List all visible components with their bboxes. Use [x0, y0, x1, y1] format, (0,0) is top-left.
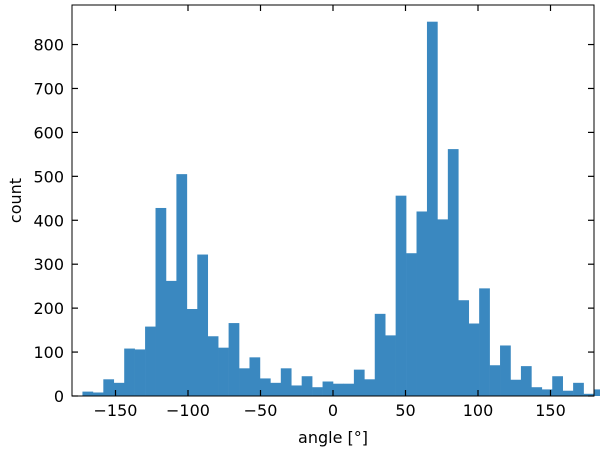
y-axis-label: count — [6, 178, 25, 223]
histogram-bar — [165, 280, 177, 396]
y-tick-label: 200 — [33, 299, 64, 318]
histogram-bar — [176, 174, 188, 396]
ticks-group: −150 −100 −50 0 50 100 150 0 100 200 300 400 500 600 7… — [33, 5, 594, 420]
x-tick-label: −50 — [244, 401, 278, 420]
histogram-bar — [134, 349, 146, 396]
histogram-bar — [562, 390, 574, 396]
y-tick-label: 700 — [33, 79, 64, 98]
y-tick-label: 600 — [33, 123, 64, 142]
histogram-bar — [197, 254, 209, 396]
histogram-bar — [374, 313, 386, 396]
y-tick-label: 100 — [33, 343, 64, 362]
histogram-bar — [333, 383, 344, 396]
histogram-bar — [594, 389, 600, 396]
x-tick-label: 100 — [463, 401, 494, 420]
x-tick-label: 50 — [395, 401, 415, 420]
histogram-bar — [583, 393, 595, 396]
histogram-bar — [552, 376, 563, 396]
histogram-bar — [468, 323, 480, 396]
histogram-bar — [416, 211, 428, 396]
histogram-bar — [259, 378, 271, 396]
histogram-bar — [426, 21, 438, 396]
y-tick-label: 300 — [33, 255, 64, 274]
histogram-bar — [406, 253, 417, 396]
y-tick-label: 400 — [33, 211, 64, 230]
histogram-bar — [458, 300, 470, 396]
histogram-bar — [322, 381, 334, 396]
histogram-bar — [489, 365, 501, 396]
histogram-bar — [186, 309, 198, 396]
histogram-bar — [82, 391, 94, 396]
x-tick-label: 0 — [328, 401, 338, 420]
histogram-bar — [520, 366, 532, 396]
histogram-bar — [270, 382, 282, 396]
histogram-bar — [207, 336, 219, 396]
histogram-bar — [531, 387, 543, 396]
histogram-bar — [353, 369, 365, 396]
y-tick-label: 800 — [33, 36, 64, 55]
bars-group — [82, 21, 600, 396]
histogram-bar — [301, 376, 313, 396]
y-tick-label: 0 — [54, 387, 64, 406]
histogram-bar — [239, 368, 250, 396]
histogram-bar — [573, 382, 584, 396]
histogram-bar — [145, 326, 156, 396]
histogram-bar — [218, 347, 229, 396]
histogram-bar — [312, 387, 323, 396]
histogram-bar — [437, 219, 449, 396]
histogram-bar — [510, 379, 522, 396]
histogram-bar — [124, 348, 135, 396]
histogram-bar — [385, 335, 396, 396]
histogram-bar — [113, 382, 125, 396]
histogram-bar — [395, 195, 407, 396]
histogram-bar — [280, 368, 292, 396]
histogram-bar — [155, 207, 167, 396]
histogram-bar — [541, 389, 553, 396]
histogram-bar — [92, 392, 104, 396]
histogram-bar — [291, 385, 302, 396]
histogram-bar — [447, 149, 459, 396]
x-axis-label: angle [°] — [298, 428, 368, 447]
histogram-bar — [500, 345, 511, 396]
y-tick-label: 500 — [33, 167, 64, 186]
x-tick-label: −150 — [94, 401, 138, 420]
x-tick-label: 150 — [535, 401, 566, 420]
histogram-bar — [364, 379, 376, 396]
x-tick-label: −100 — [166, 401, 210, 420]
histogram-bar — [479, 288, 490, 396]
histogram-bar — [228, 323, 240, 396]
histogram-bar — [343, 383, 355, 396]
histogram-bar — [249, 357, 261, 396]
histogram-bar — [103, 379, 115, 396]
